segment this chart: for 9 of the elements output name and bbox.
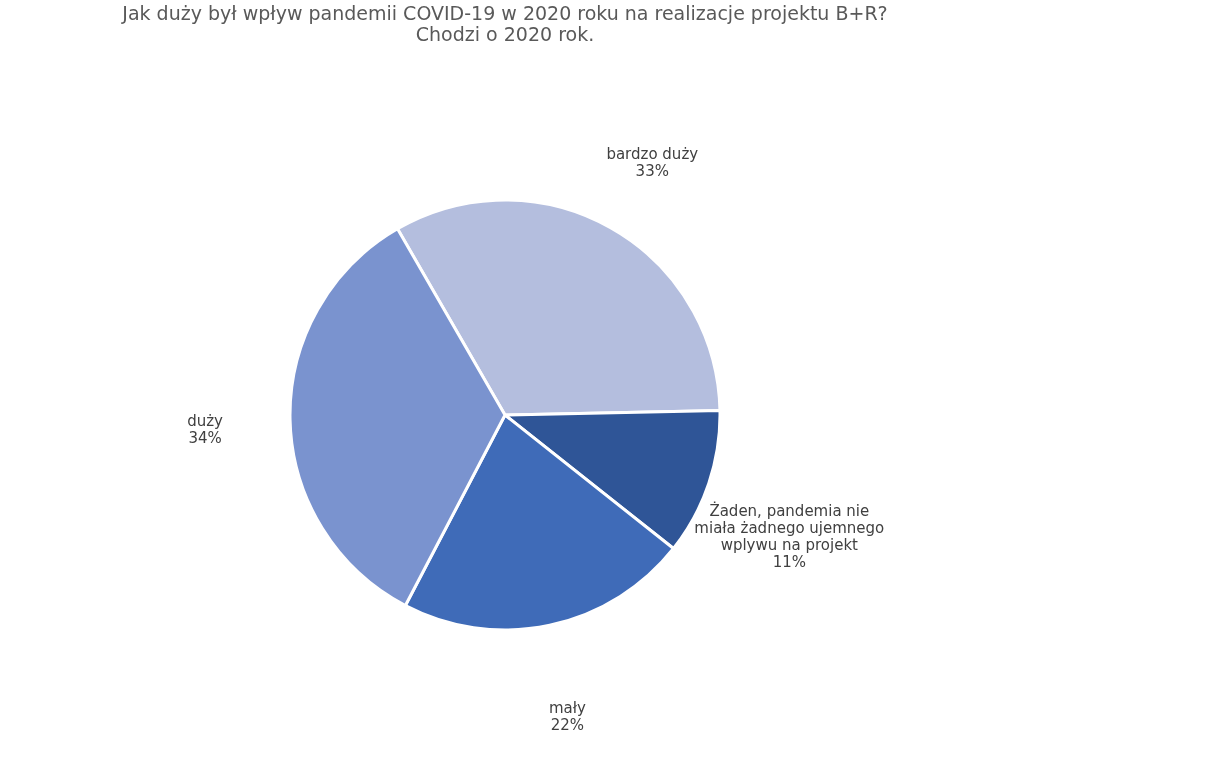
slice-label: mały (548, 699, 586, 718)
data-label: 22% (550, 716, 585, 735)
slice-label: duży (187, 412, 224, 431)
chart-title: Jak duży był wpływ pandemii COVID-19 w 2020 roku na realizacje projektu B+R? Chodzi o 2020 rok. (121, 2, 888, 45)
data-label: 34% (188, 429, 222, 448)
slice-label: Żaden, pandemia nie miała żadnego ujemnego wplywu na projekt (694, 500, 885, 554)
data-label: 33% (635, 161, 669, 180)
data-label: 11% (772, 552, 806, 571)
slice-label: bardzo duży (606, 144, 699, 163)
